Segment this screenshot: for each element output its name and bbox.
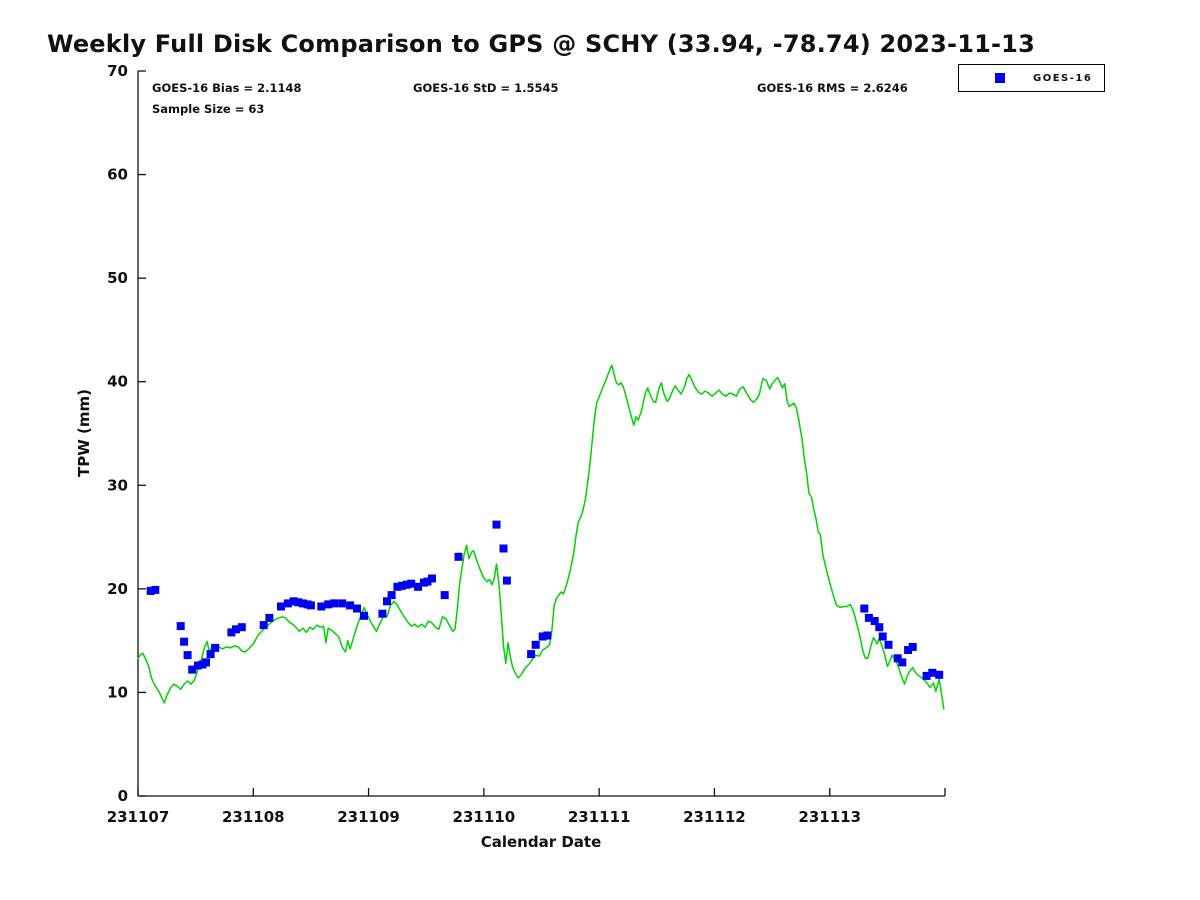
goes16-marker — [864, 613, 873, 622]
goes16-marker — [440, 591, 449, 600]
goes16-marker — [531, 640, 540, 649]
goes16-marker — [878, 632, 887, 641]
goes16-marker — [338, 599, 347, 608]
goes16-marker — [227, 628, 236, 637]
goes16-marker — [183, 651, 192, 660]
goes16-marker — [928, 668, 937, 677]
goes16-marker — [146, 586, 155, 595]
goes16-marker — [317, 602, 326, 611]
x-tick-label: 231113 — [798, 808, 861, 826]
goes16-marker — [202, 658, 210, 667]
x-tick-label: 231111 — [568, 808, 631, 826]
goes16-marker — [330, 599, 338, 608]
y-tick-label: 20 — [107, 580, 128, 598]
goes16-marker — [492, 520, 501, 529]
goes16-marker — [538, 632, 547, 641]
legend-marker-goes16-icon — [995, 73, 1005, 83]
goes16-marker — [298, 599, 307, 608]
stat-rms: GOES-16 RMS = 2.6246 — [757, 81, 908, 95]
goes16-marker — [151, 585, 160, 594]
gps-line — [137, 364, 945, 710]
y-tick-label: 60 — [107, 166, 128, 184]
stat-sample-size: Sample Size = 63 — [152, 102, 265, 116]
goes16-marker — [294, 598, 303, 607]
goes16-marker — [188, 665, 197, 674]
goes16-marker — [543, 631, 552, 640]
goes16-marker — [527, 650, 536, 659]
goes16-marker — [908, 642, 917, 651]
stat-bias: GOES-16 Bias = 2.1148 — [152, 81, 302, 95]
goes16-marker — [402, 580, 411, 589]
goes16-marker — [378, 609, 387, 618]
goes16-marker — [898, 658, 907, 667]
y-tick-label: 40 — [107, 373, 128, 391]
goes16-marker — [232, 625, 240, 634]
goes16-marker — [289, 597, 298, 606]
goes16-marker — [306, 601, 315, 610]
goes16-marker — [383, 597, 391, 606]
goes16-marker — [176, 622, 185, 631]
goes16-marker — [414, 582, 423, 591]
goes16-marker — [884, 640, 893, 649]
y-tick-label: 70 — [107, 62, 128, 80]
goes16-marker — [360, 611, 368, 620]
goes16-marker — [502, 576, 511, 585]
x-axis-label: Calendar Date — [480, 833, 602, 851]
goes16-marker — [870, 617, 879, 625]
goes16-marker — [265, 613, 274, 622]
page-title: Weekly Full Disk Comparison to GPS @ SCH… — [47, 30, 1035, 58]
goes16-marker — [428, 574, 436, 583]
goes16-marker — [499, 544, 508, 553]
goes16-marker — [875, 623, 884, 632]
x-tick-label: 231108 — [222, 808, 285, 826]
goes16-marker — [893, 654, 902, 663]
stat-std: GOES-16 StD = 1.5545 — [413, 81, 559, 95]
goes16-marker — [904, 646, 913, 654]
goes16-marker — [211, 643, 220, 652]
goes16-marker — [860, 604, 869, 613]
goes16-marker — [237, 623, 246, 632]
goes16-marker — [407, 579, 416, 588]
legend: GOES-16 — [958, 64, 1105, 92]
goes16-marker — [180, 637, 189, 646]
goes16-marker — [423, 577, 432, 586]
legend-label-goes16: GOES-16 — [1033, 72, 1093, 84]
goes16-marker — [283, 599, 292, 608]
x-tick-label: 231112 — [683, 808, 746, 826]
y-tick-label: 0 — [118, 787, 128, 805]
goes16-marker — [387, 591, 396, 600]
goes16-marker — [935, 670, 944, 679]
goes16-marker — [259, 621, 268, 630]
goes16-marker — [206, 650, 215, 659]
x-tick-label: 231110 — [453, 808, 516, 826]
y-tick-label: 10 — [107, 683, 128, 701]
goes16-marker — [346, 601, 355, 610]
x-tick-label: 231107 — [107, 808, 170, 826]
goes16-marker — [193, 661, 202, 670]
goes16-marker — [922, 671, 931, 680]
y-tick-label: 30 — [107, 476, 128, 494]
goes16-marker — [353, 604, 361, 613]
goes16-marker — [398, 581, 406, 590]
y-tick-label: 50 — [107, 269, 128, 287]
x-tick-label: 231109 — [337, 808, 400, 826]
goes16-marker — [324, 600, 333, 609]
goes16-marker — [393, 582, 402, 591]
goes16-marker — [277, 602, 285, 611]
goes16-marker — [454, 552, 463, 561]
